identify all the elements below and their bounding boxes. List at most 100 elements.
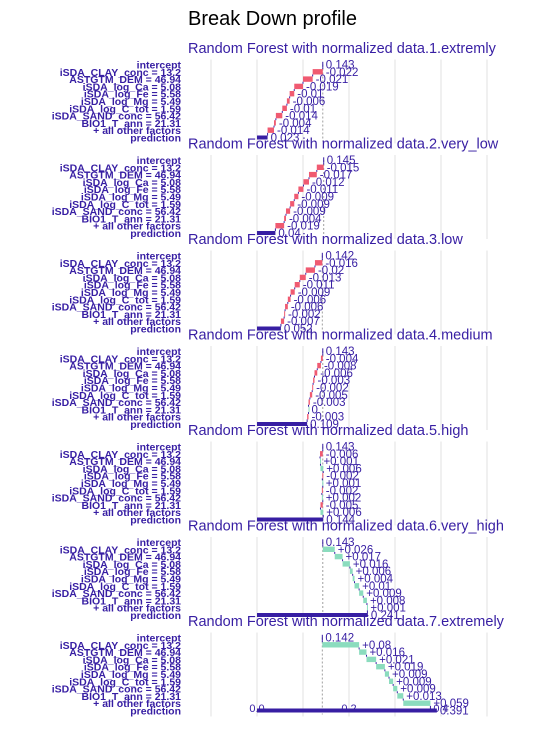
variable-label: iSDA_CLAY_conc = 13.2 [60,640,181,652]
value-label: +0.004 [358,574,394,586]
variable-label: intercept [137,346,182,358]
value-label: -0.014 [277,125,310,137]
variable-label: intercept [137,155,182,167]
contribution-bar [267,127,275,133]
intercept-bar [322,443,324,450]
variable-label: iSDA_log_Fe = 5.58 [84,184,181,196]
value-label: -0.005 [326,500,359,512]
value-label: +0.006 [326,463,362,475]
contribution-bar [314,260,323,266]
contribution-bar [320,458,322,464]
value-label: 0.391 [440,706,469,718]
variable-label: iSDA_log_C_tot = 1.59 [69,485,181,497]
contribution-bar [280,318,285,324]
contribution-bar [303,179,309,185]
contribution-bar [320,502,323,508]
variable-label: intercept [137,633,182,645]
value-label: 0.023 [271,133,300,145]
contribution-bar [284,311,286,317]
variable-label: iSDA_CLAY_conc = 13.2 [60,67,181,79]
variable-label: iSDA_log_Ca = 5.08 [83,81,181,93]
variable-label: iSDA_log_Fe = 5.58 [84,375,181,387]
variable-label: BIO1_T_ann = 21.31 [81,500,181,512]
prediction-bar [257,613,368,617]
contribution-bar [303,76,313,82]
contribution-bar [298,186,304,192]
value-label: 0.241 [371,610,400,622]
value-label: +0.016 [369,647,405,659]
value-label: -0.003 [313,397,346,409]
variable-label: prediction [130,324,181,336]
contribution-bar [393,685,398,692]
value-label: +0.009 [396,676,432,688]
intercept-bar [321,252,323,259]
value-label: +0.009 [400,684,436,696]
value-label: -0.01 [290,103,316,115]
value-label: 0.143 [326,60,355,72]
contribution-bar [305,267,315,273]
variable-label: iSDA_log_C_tot = 1.59 [69,581,181,593]
contribution-bar [312,69,323,75]
value-label: -0.011 [306,184,338,196]
x-axis: 0.0 0.2 0.4 [249,703,448,715]
prediction-bar [257,231,276,235]
variable-label: iSDA_log_Fe = 5.58 [84,89,181,101]
contribution-bar [317,362,321,369]
variable-label: prediction [130,419,181,431]
value-label: +0.008 [370,595,406,607]
value-label: -0.002 [326,471,359,483]
value-label: +0.009 [392,669,428,681]
contribution-bar [275,112,283,119]
value-label: -0.009 [301,192,334,204]
contribution-bar [316,164,324,170]
variable-label: prediction [130,228,181,240]
variable-label: + all other factors [93,507,181,519]
value-label: +0.001 [326,478,362,490]
contribution-bar [354,583,360,589]
value-label: -0.011 [303,280,335,292]
value-label: 0.142 [325,633,354,645]
panel-title: Random Forest with normalized data.7.ext… [188,614,505,630]
panel-title: Random Forest with normalized data.1.ext… [188,41,497,57]
value-label: +0.026 [338,544,374,556]
contribution-bar [294,282,300,288]
contribution-bar [309,392,313,398]
value-label: +0.059 [433,698,469,710]
variable-label: iSDA_log_Mg = 5.49 [81,383,181,395]
variable-label: iSDA_log_Ca = 5.08 [83,463,181,475]
value-label: -0.02 [318,265,344,277]
contribution-bar [289,91,295,97]
variable-label: intercept [137,537,182,549]
variable-label: iSDA_CLAY_conc = 13.2 [60,353,181,365]
value-label: +0.017 [346,552,382,564]
value-label: -0.004 [326,353,359,365]
contribution-bar [321,494,323,501]
variable-label: + all other factors [93,316,181,328]
variable-label: prediction [130,706,181,718]
contribution-bar [320,509,324,515]
variable-label: iSDA_CLAY_conc = 13.2 [60,162,181,174]
contribution-bar [282,105,287,111]
grid-layer [210,59,488,717]
value-label: -0.01 [297,89,323,101]
contribution-bar [313,377,315,383]
contribution-bar [322,546,335,552]
value-label: -0.009 [298,287,331,299]
value-label: -0.006 [320,368,353,380]
contribution-bar [312,384,314,391]
contribution-bar [366,605,368,611]
value-label: +0.08 [362,640,391,652]
panel-1: Random Forest with normalized data.1.ext… [52,41,497,145]
variable-label: + all other factors [93,412,181,424]
variable-label: iSDA_log_Ca = 5.08 [83,368,181,380]
value-label: -0.004 [289,213,322,225]
prediction-bar [257,517,324,522]
variable-label: iSDA_log_C_tot = 1.59 [69,676,181,688]
x-tick-label: 0.0 [249,703,264,715]
contribution-bar [403,700,431,706]
value-label: 0.144 [326,515,355,527]
variable-label: iSDA_SAND_conc = 56.42 [52,111,181,123]
value-label: -0.019 [306,81,339,93]
variable-label: intercept [137,251,182,263]
